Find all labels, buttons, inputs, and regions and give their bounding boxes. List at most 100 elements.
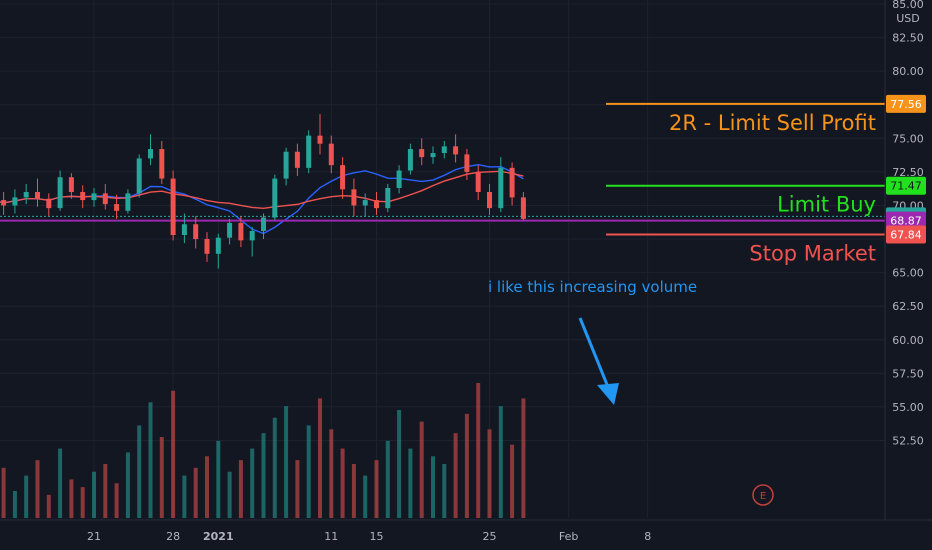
volume-bar (442, 464, 447, 518)
volume-bar (193, 467, 198, 518)
level-label: Limit Buy (777, 193, 876, 217)
time-tick-label: 28 (166, 530, 180, 543)
candle-body (351, 189, 357, 206)
volume-bar (340, 448, 345, 518)
candle-body (159, 149, 165, 179)
candle-body (475, 171, 481, 193)
volume-bar (148, 402, 153, 518)
candle-body (317, 135, 323, 144)
candle-body (294, 151, 300, 168)
price-tick-label: 85.00 (892, 0, 924, 11)
volume-bar (318, 398, 322, 518)
volume-bar (397, 410, 402, 518)
price-tick-label: 55.00 (892, 401, 924, 414)
volume-bar (238, 460, 243, 518)
candle-body (487, 192, 492, 209)
candle-body (328, 143, 334, 166)
level-label: 2R - Limit Sell Profit (669, 111, 876, 135)
price-tick-label: 82.50 (892, 32, 924, 45)
volume-bar (464, 413, 469, 518)
time-tick-label: 11 (324, 530, 338, 543)
volume-bar (385, 440, 390, 518)
volume-bar (103, 464, 108, 518)
volume-bar (476, 383, 481, 518)
trade-levels[interactable] (0, 102, 885, 236)
price-tick-label: 57.50 (892, 367, 924, 380)
volume-bar (182, 475, 187, 518)
volume-bar (92, 471, 96, 518)
candlesticks (1, 114, 526, 269)
price-tick-label: 52.50 (892, 434, 924, 447)
volume-bar (351, 464, 356, 518)
candle-body (181, 224, 187, 235)
candle-body (272, 178, 278, 218)
volume-bar (171, 390, 176, 518)
volume-bar (227, 471, 232, 518)
time-tick-label: 8 (644, 530, 651, 543)
candle-body (136, 158, 142, 194)
volume-bar (363, 475, 368, 518)
candle-body (12, 197, 18, 206)
volume-bar (12, 491, 17, 518)
candle-body (35, 192, 40, 199)
volume-bar (159, 437, 164, 518)
candle-body (68, 177, 74, 193)
candle-body (306, 135, 312, 168)
price-tick-label: 80.00 (892, 65, 924, 78)
volume-bars (1, 383, 526, 518)
time-tick-label: 21 (87, 530, 101, 543)
volume-bar (306, 425, 311, 518)
time-axis[interactable]: 21 28 2021 11 15 25 Feb 8 (0, 519, 932, 543)
time-tick-label: 25 (483, 530, 497, 543)
candle-body (238, 222, 244, 241)
arrow-annotation (578, 317, 619, 405)
price-label-badge (886, 211, 926, 230)
time-tick-label: 2021 (203, 530, 234, 543)
candle-body (249, 230, 255, 241)
volume-bar (521, 398, 526, 518)
volume-bar (216, 440, 221, 518)
volume-bar (329, 429, 334, 518)
earnings-marker[interactable]: E (752, 484, 774, 506)
volume-bar (295, 460, 300, 518)
candle-body (114, 204, 120, 211)
price-label-badge (886, 94, 926, 113)
time-tick-label: Feb (559, 530, 578, 543)
candle-body (419, 149, 425, 158)
volume-bar (137, 425, 142, 518)
volume-bar (80, 487, 85, 518)
volume-bar (125, 452, 130, 518)
candle-body (91, 193, 97, 201)
candle-body (340, 165, 346, 190)
level-label: Stop Market (749, 241, 876, 265)
candle-body (441, 146, 447, 154)
volume-bar (510, 444, 515, 518)
annotation-text: i like this increasing volume (488, 278, 697, 296)
volume-bar (114, 483, 119, 518)
candle-body (1, 200, 7, 206)
candle-body (396, 170, 402, 188)
volume-bar (205, 456, 209, 518)
candle-body (374, 200, 379, 209)
volume-bar (431, 456, 435, 518)
price-label-value: 71.47 (890, 180, 922, 193)
volume-bar (419, 421, 424, 518)
price-tick-label: 65.00 (892, 267, 924, 280)
candle-body (102, 193, 108, 205)
candle-body (23, 192, 29, 198)
volume-bar (261, 433, 266, 518)
candle-body (46, 198, 52, 209)
candle-body (80, 192, 86, 201)
time-tick-label: 15 (370, 530, 384, 543)
volume-bar (272, 417, 277, 518)
candle-body (498, 167, 504, 209)
volume-bar (453, 433, 458, 518)
currency-label: USD (896, 12, 920, 25)
volume-bar (24, 475, 29, 518)
candle-body (193, 224, 199, 240)
candle-body (125, 193, 131, 211)
price-label-badge (886, 176, 926, 195)
candle-body (385, 187, 391, 209)
